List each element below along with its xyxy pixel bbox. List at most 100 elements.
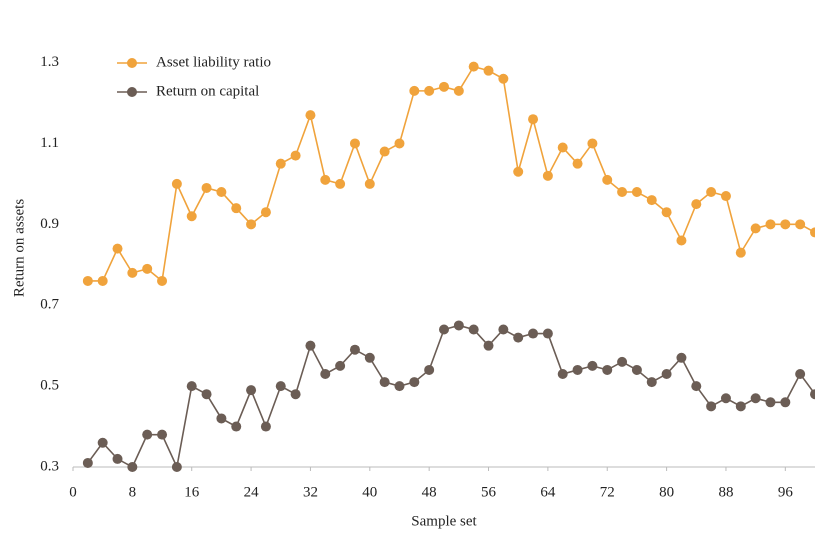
x-tick-label: 72 (600, 484, 615, 500)
data-point (439, 81, 449, 92)
data-point (587, 138, 598, 149)
x-tick-label: 88 (718, 484, 733, 500)
data-point (201, 182, 212, 193)
data-point (349, 344, 360, 355)
data-point (186, 211, 197, 222)
data-point (661, 368, 672, 379)
data-point (735, 247, 746, 258)
data-point (82, 457, 93, 468)
data-point (231, 421, 242, 432)
data-point (557, 142, 568, 153)
data-point (542, 328, 553, 339)
x-tick-label: 24 (244, 484, 260, 500)
x-tick-label: 56 (481, 484, 497, 500)
data-point (542, 170, 553, 181)
data-point (706, 401, 717, 412)
data-point (587, 360, 598, 371)
data-point (171, 462, 182, 472)
data-point (142, 429, 153, 440)
data-point (617, 186, 628, 197)
data-point (216, 413, 227, 424)
x-tick-label: 16 (184, 484, 200, 500)
legend-label: Return on capital (156, 83, 259, 99)
data-point (335, 360, 346, 371)
data-point (127, 267, 138, 278)
data-point (112, 453, 123, 464)
data-point (290, 389, 301, 400)
data-point (602, 364, 613, 375)
data-point (720, 191, 731, 202)
y-tick-label: 0.7 (40, 297, 59, 313)
data-point (750, 393, 761, 404)
data-point (246, 385, 257, 396)
data-point (513, 332, 524, 343)
data-point (335, 178, 346, 189)
data-point (483, 340, 494, 351)
data-point (394, 138, 405, 149)
legend-label: Asset liability ratio (156, 54, 271, 70)
data-point (260, 207, 271, 218)
data-point (157, 275, 168, 286)
data-point (424, 85, 435, 96)
data-point (676, 352, 687, 363)
data-point (528, 114, 539, 125)
data-point (617, 356, 628, 367)
y-tick-label: 1.1 (40, 135, 59, 151)
data-point (765, 219, 776, 230)
data-point (795, 368, 806, 379)
data-point (572, 364, 583, 375)
data-point (468, 61, 479, 72)
data-point (379, 146, 390, 157)
data-point (394, 381, 405, 392)
data-point (364, 178, 375, 189)
data-point (780, 219, 791, 230)
data-point (424, 364, 435, 375)
x-tick-label: 48 (422, 484, 437, 500)
data-point (646, 195, 657, 206)
data-point (720, 393, 731, 404)
data-point (483, 65, 494, 76)
data-point (379, 377, 390, 388)
data-point (349, 138, 360, 149)
data-point (97, 275, 108, 286)
data-point (364, 352, 375, 363)
x-tick-label: 64 (540, 484, 556, 500)
data-point (498, 324, 509, 335)
data-point (409, 85, 420, 96)
data-point (468, 324, 479, 335)
data-point (320, 368, 331, 379)
data-point (691, 199, 702, 210)
data-point (706, 186, 717, 197)
data-point (810, 389, 815, 400)
data-point (305, 340, 316, 351)
x-tick-label: 80 (659, 484, 674, 500)
data-point (186, 381, 197, 392)
data-point (320, 174, 331, 185)
data-point (498, 73, 509, 84)
data-point (810, 227, 815, 238)
y-axis-label: Return on assets (11, 199, 27, 297)
data-point (572, 158, 583, 169)
x-tick-label: 32 (303, 484, 318, 500)
x-tick-label: 0 (69, 484, 77, 500)
data-point (676, 235, 687, 246)
data-point (82, 275, 93, 286)
data-point (646, 377, 657, 388)
data-point (765, 397, 776, 408)
data-point (439, 324, 449, 335)
data-point (557, 368, 568, 379)
x-tick-label: 40 (362, 484, 377, 500)
data-point (201, 389, 212, 400)
y-tick-label: 1.3 (40, 54, 59, 70)
data-point (216, 186, 227, 197)
x-axis-label: Sample set (411, 513, 477, 529)
data-point (795, 219, 806, 230)
data-point (97, 437, 108, 448)
y-tick-label: 0.9 (40, 216, 59, 232)
y-tick-label: 0.3 (40, 458, 59, 474)
data-point (631, 186, 642, 197)
data-point (602, 174, 613, 185)
data-point (735, 401, 746, 412)
